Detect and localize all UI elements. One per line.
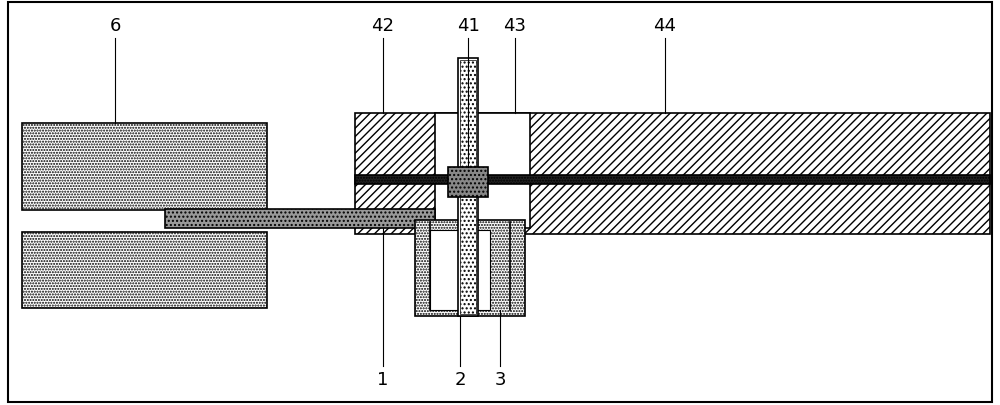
Text: 3: 3 — [494, 370, 506, 388]
Bar — [438, 238, 478, 307]
Text: 6: 6 — [109, 17, 121, 35]
Bar — [355, 113, 990, 235]
Bar — [22, 233, 267, 308]
Text: 2: 2 — [454, 370, 466, 388]
Bar — [435, 113, 530, 229]
Bar — [458, 59, 478, 316]
Text: 43: 43 — [504, 17, 526, 35]
Bar — [430, 231, 490, 310]
Text: 41: 41 — [457, 17, 479, 35]
Bar — [448, 168, 488, 197]
Text: 42: 42 — [372, 17, 394, 35]
Bar — [460, 61, 476, 314]
Bar — [165, 209, 435, 229]
Bar — [22, 124, 267, 211]
Text: 44: 44 — [654, 17, 676, 35]
Bar — [415, 221, 525, 316]
Bar — [355, 175, 990, 184]
Text: 1: 1 — [377, 370, 389, 388]
